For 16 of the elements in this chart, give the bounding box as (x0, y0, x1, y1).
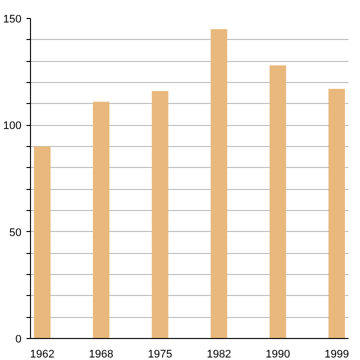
x-tick-label: 1968 (88, 348, 114, 360)
bar (210, 29, 228, 338)
x-tick-label: 1999 (324, 348, 349, 360)
y-tick-label: 0 (15, 334, 22, 346)
y-tick-label: 150 (3, 14, 22, 26)
x-tick-label: 1990 (266, 348, 290, 360)
bar (270, 65, 286, 338)
bar (34, 146, 51, 338)
bar (152, 91, 168, 338)
y-tick-label: 100 (3, 120, 22, 132)
x-tick-label: 1982 (206, 348, 232, 360)
x-tick-label: 1962 (30, 348, 55, 360)
y-tick-label: 50 (9, 226, 22, 239)
x-tick-label: 1975 (148, 348, 172, 360)
bar (328, 88, 345, 338)
bar (92, 102, 110, 338)
